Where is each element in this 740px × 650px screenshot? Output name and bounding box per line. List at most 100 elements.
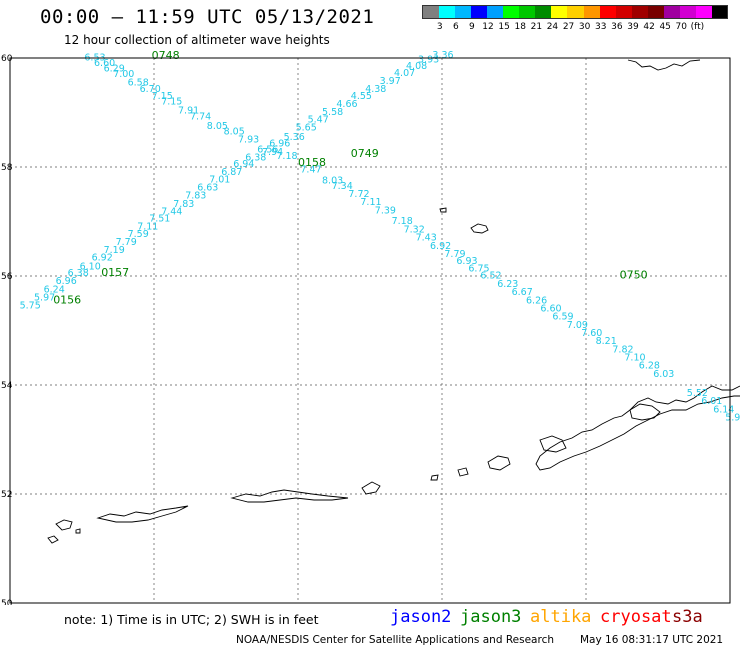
coastline-island-east-chain bbox=[430, 474, 439, 481]
latitude-label: 56 bbox=[1, 272, 13, 282]
color-swatch bbox=[486, 5, 503, 19]
swh-value: 7.83 bbox=[185, 191, 206, 202]
latitude-label: 52 bbox=[1, 490, 12, 500]
swh-value: 5.9 bbox=[725, 412, 740, 423]
latitude-label: 60 bbox=[1, 54, 13, 64]
color-swatch bbox=[566, 5, 584, 19]
swh-value: 6.58 bbox=[128, 77, 149, 88]
color-scale-label: 3 bbox=[436, 22, 443, 32]
swh-value: 7.93 bbox=[238, 134, 259, 145]
swh-value: 5.97 bbox=[34, 293, 55, 304]
swh-value: 8.05 bbox=[224, 126, 245, 137]
color-swatch bbox=[663, 5, 681, 19]
swh-value: 8.21 bbox=[596, 336, 617, 347]
swh-value: 7.32 bbox=[404, 224, 425, 235]
swh-value: 8.05 bbox=[207, 121, 228, 132]
swh-value: 6.60 bbox=[540, 303, 561, 314]
swh-value: 6.56 bbox=[257, 144, 278, 155]
swh-value: 6.24 bbox=[44, 284, 65, 295]
swh-value: 7.11 bbox=[137, 222, 158, 233]
coastline-pribilof-island bbox=[470, 223, 489, 234]
color-scale-label: 27 bbox=[562, 22, 575, 32]
swh-value: 6.38 bbox=[68, 268, 89, 279]
swh-value: 7.51 bbox=[149, 214, 170, 225]
swh-value: 7.83 bbox=[173, 199, 194, 210]
swh-value: 6.96 bbox=[269, 138, 290, 149]
footer-timestamp: May 16 08:31:17 UTC 2021 bbox=[580, 634, 724, 646]
color-swatch bbox=[422, 5, 439, 19]
swh-value: 5.75 bbox=[20, 301, 41, 312]
swh-value: 7.15 bbox=[152, 91, 173, 102]
coastline-island-four-mountains bbox=[457, 467, 469, 477]
color-scale-label: 12 bbox=[482, 22, 494, 32]
swh-value: 5.47 bbox=[308, 114, 329, 125]
coastline-atka-island bbox=[361, 481, 381, 495]
map-frame bbox=[9, 57, 731, 604]
swh-value: 4.38 bbox=[365, 84, 386, 95]
swh-value: 4.08 bbox=[406, 61, 427, 72]
swh-tracks: 6.536.606.297.006.586.707.157.157.917.74… bbox=[20, 50, 740, 423]
swh-value: 6.92 bbox=[430, 241, 451, 252]
pass-time-label: 0158 bbox=[298, 156, 326, 169]
pass-time-label: 0157 bbox=[101, 266, 129, 279]
swh-value: 7.60 bbox=[581, 328, 602, 339]
color-swatch bbox=[470, 5, 487, 19]
swh-value: 6.67 bbox=[512, 287, 533, 298]
swh-value: 6.94 bbox=[233, 159, 254, 170]
swh-value: 7.43 bbox=[416, 233, 437, 244]
footer-note: note: 1) Time is in UTC; 2) SWH is in fe… bbox=[64, 612, 319, 627]
color-swatch bbox=[518, 5, 536, 19]
swh-value: 4.07 bbox=[394, 68, 415, 79]
coastline-attu-island bbox=[47, 535, 59, 544]
color-swatch bbox=[454, 5, 471, 19]
swh-value: 5.36 bbox=[284, 132, 305, 143]
swh-value: 7.00 bbox=[113, 69, 134, 80]
swh-value: 7.15 bbox=[161, 96, 182, 107]
swh-value: 6.26 bbox=[526, 295, 547, 306]
mission-label-s3a: s3a bbox=[672, 607, 703, 627]
swh-value: 4.66 bbox=[336, 99, 357, 110]
pass-time-label: 0156 bbox=[53, 293, 81, 306]
swh-value: 6.38 bbox=[245, 152, 266, 163]
color-scale-label: 15 bbox=[498, 22, 510, 32]
map-title: 00:00 – 11:59 UTC 05/13/2021 bbox=[40, 6, 375, 28]
swh-value: 7.18 bbox=[276, 151, 297, 162]
color-scale-label: 9 bbox=[469, 22, 475, 32]
swh-value: 7.74 bbox=[190, 112, 211, 123]
color-scale-label: 21 bbox=[530, 22, 543, 32]
swh-value: 7.94 bbox=[262, 147, 283, 158]
swh-value: 8.03 bbox=[322, 175, 343, 186]
coastline-alaska-northeast bbox=[627, 59, 701, 71]
swh-value: 7.72 bbox=[348, 189, 369, 200]
color-scale-label: 42 bbox=[643, 22, 655, 32]
mission-label-cryosat: cryosat bbox=[600, 607, 672, 627]
swh-value: 6.28 bbox=[639, 361, 660, 372]
swh-value: 7.79 bbox=[444, 249, 465, 260]
coastline-near-islands bbox=[55, 519, 73, 531]
swh-value: 5.52 bbox=[687, 388, 708, 399]
color-swatch bbox=[438, 5, 455, 19]
pass-time-label: 0749 bbox=[351, 147, 379, 160]
color-swatch bbox=[583, 5, 600, 19]
swh-value: 7.59 bbox=[128, 229, 149, 240]
color-swatch bbox=[631, 5, 648, 19]
swh-value: 7.34 bbox=[332, 181, 353, 192]
swh-value: 3.93 bbox=[418, 54, 439, 65]
coastline-layer bbox=[47, 59, 740, 544]
color-swatch bbox=[647, 5, 665, 19]
color-scale-label: 36 bbox=[611, 22, 623, 32]
altimeter-map: -180-177-174-171-168-165605856545250 6.5… bbox=[1, 49, 740, 605]
swh-value: 6.03 bbox=[653, 369, 674, 380]
color-swatch bbox=[534, 5, 552, 19]
coastline-rat-islands bbox=[96, 505, 189, 523]
mission-label-jason3: jason3 bbox=[460, 607, 522, 627]
coastline-unimak-island bbox=[629, 403, 661, 421]
swh-value: 7.91 bbox=[178, 106, 199, 117]
swh-value: 7.10 bbox=[624, 352, 645, 363]
color-scale-label: 18 bbox=[514, 22, 526, 32]
map-subtitle: 12 hour collection of altimeter wave hei… bbox=[64, 33, 330, 47]
color-scale-label: 70 bbox=[675, 22, 688, 32]
swh-value: 6.63 bbox=[197, 182, 218, 193]
graticule: -180-177-174-171-168-165605856545250 bbox=[1, 54, 730, 605]
swh-value: 6.60 bbox=[94, 58, 115, 69]
